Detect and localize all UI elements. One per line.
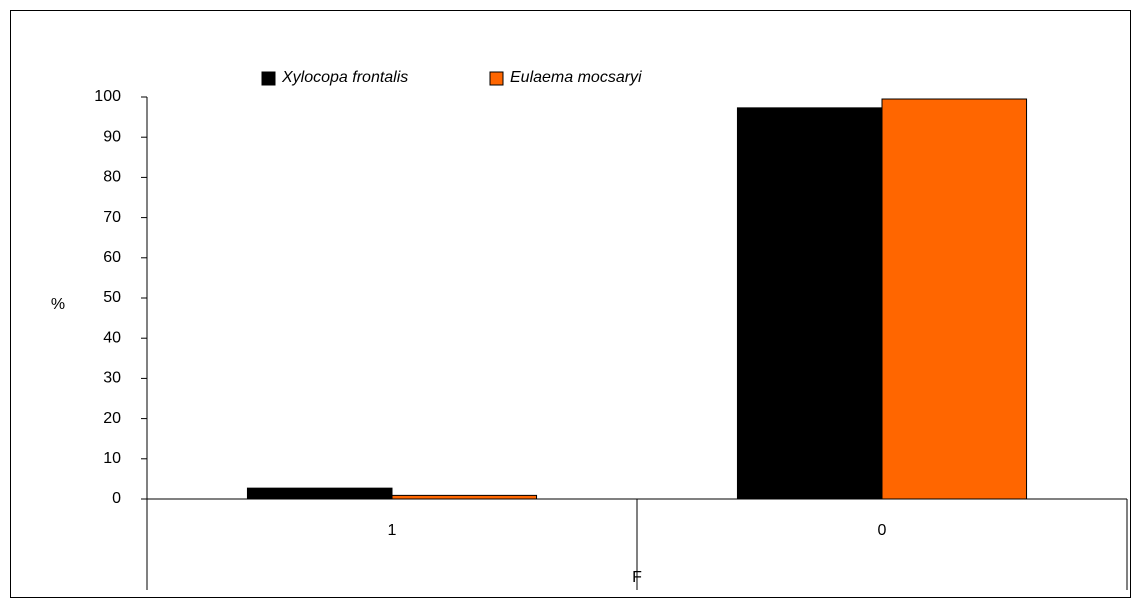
y-tick-label: 30 xyxy=(103,370,121,387)
y-tick-label: 0 xyxy=(112,490,121,507)
y-tick-label: 90 xyxy=(103,128,121,145)
y-tick-label: 60 xyxy=(103,249,121,266)
bar xyxy=(881,98,1028,500)
bar xyxy=(736,107,883,500)
y-tick-label: 80 xyxy=(103,169,121,186)
y-tick-label: 10 xyxy=(103,450,121,467)
bar xyxy=(246,487,393,500)
legend-label: Xylocopa frontalis xyxy=(281,69,408,86)
y-tick-label: 50 xyxy=(103,289,121,306)
y-tick-label: 40 xyxy=(103,329,121,346)
y-axis-label: % xyxy=(51,296,65,313)
legend-label: Eulaema mocsaryi xyxy=(510,69,642,86)
y-tick-label: 70 xyxy=(103,209,121,226)
x-tick-label: 0 xyxy=(878,522,887,539)
legend-swatch xyxy=(261,71,276,86)
y-tick-label: 100 xyxy=(94,88,121,105)
legend-swatch xyxy=(489,71,504,86)
bar xyxy=(391,494,538,500)
x-tick-label: 1 xyxy=(388,522,397,539)
y-tick-label: 20 xyxy=(103,410,121,427)
